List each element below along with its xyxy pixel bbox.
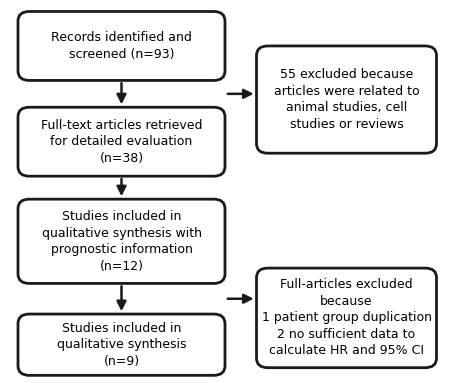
FancyBboxPatch shape — [18, 11, 225, 80]
Text: Studies included in
qualitative synthesis
(n=9): Studies included in qualitative synthesi… — [57, 322, 186, 368]
FancyBboxPatch shape — [18, 199, 225, 283]
Text: 55 excluded because
articles were related to
animal studies, cell
studies or rev: 55 excluded because articles were relate… — [274, 68, 419, 131]
Text: Studies included in
qualitative synthesis with
prognostic information
(n=12): Studies included in qualitative synthesi… — [41, 210, 202, 273]
FancyBboxPatch shape — [256, 46, 436, 153]
FancyBboxPatch shape — [18, 314, 225, 375]
Text: Full-articles excluded
because
1 patient group duplication
2 no sufficient data : Full-articles excluded because 1 patient… — [261, 278, 432, 357]
FancyBboxPatch shape — [256, 268, 436, 368]
FancyBboxPatch shape — [18, 107, 225, 176]
Text: Full-text articles retrieved
for detailed evaluation
(n=38): Full-text articles retrieved for detaile… — [41, 119, 202, 165]
Text: Records identified and
screened (n=93): Records identified and screened (n=93) — [51, 31, 192, 61]
